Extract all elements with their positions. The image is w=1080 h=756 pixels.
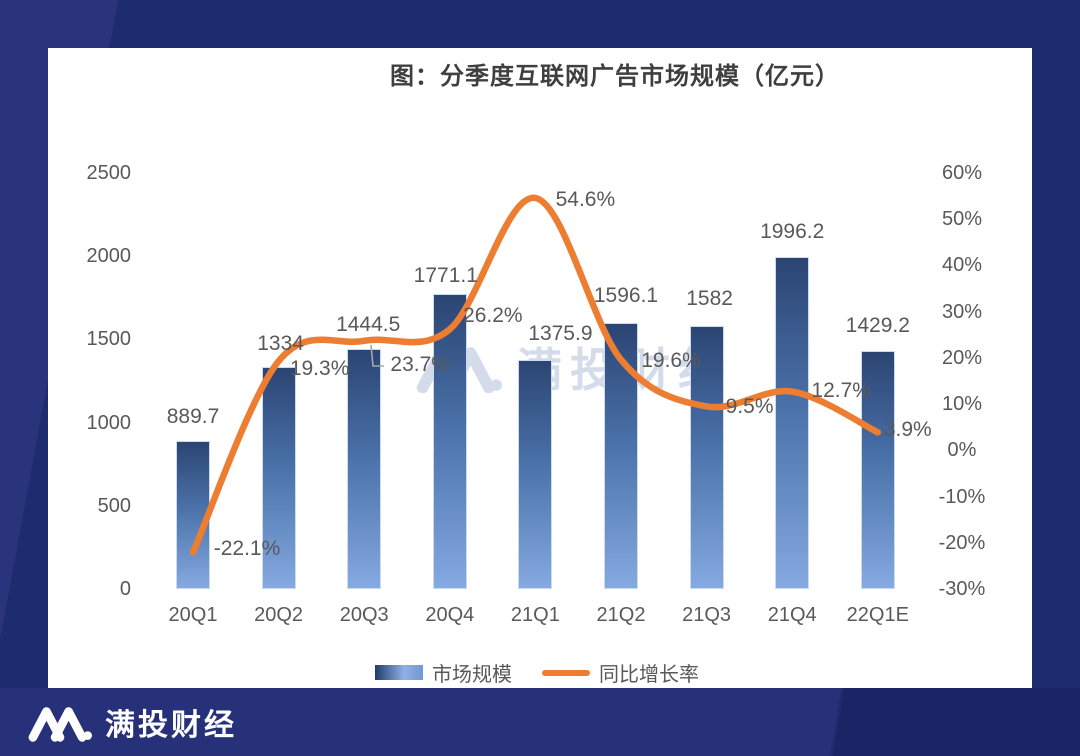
brand-logo-icon	[28, 707, 92, 742]
legend-item-market-size: 市场规模	[375, 658, 512, 687]
chart-legend: 市场规模 同比增长率	[375, 658, 699, 687]
chart-panel: 图：分季度互联网广告市场规模（亿元） 2500 2000 1500 1000 500 0 …	[48, 48, 1032, 688]
x-axis-label: 20Q2	[254, 604, 304, 626]
x-axis-label: 21Q1	[510, 604, 560, 626]
growth-rate-label: 9.5%	[725, 395, 774, 419]
legend-bar-swatch	[375, 665, 423, 680]
x-axis-label: 21Q2	[596, 604, 646, 626]
bar	[775, 256, 810, 589]
x-axis-label: 20Q1	[168, 604, 218, 626]
bar	[518, 360, 553, 589]
bar-value-label: 1444.5	[336, 312, 401, 336]
growth-rate-label: 3.9%	[883, 418, 932, 442]
y-axis-left-tick: 500	[97, 494, 131, 517]
bar-value-label: 1429.2	[845, 314, 910, 338]
y-axis-right-tick: 40%	[941, 254, 983, 277]
y-axis-left-tick: 2000	[86, 245, 132, 268]
growth-rate-label: 19.3%	[289, 357, 350, 381]
x-axis-label: 21Q4	[767, 604, 817, 626]
legend-label-market-size: 市场规模	[432, 664, 512, 686]
bar-value-label: 1771.1	[413, 264, 478, 288]
y-axis-left-tick: 2500	[86, 162, 132, 184]
y-axis-left-tick: 1000	[86, 411, 132, 434]
x-axis-label: 22Q1E	[846, 604, 909, 626]
y-axis-right-tick: 50%	[941, 208, 983, 231]
growth-rate-label: 26.2%	[463, 304, 523, 328]
growth-rate-label: 12.7%	[811, 378, 871, 402]
bar-value-label: 1334	[257, 332, 304, 356]
bar-value-label: 1996.2	[760, 219, 825, 243]
y-axis-right-tick: -30%	[938, 578, 986, 600]
bar-value-label: 1596.1	[593, 284, 659, 308]
x-axis-label: 21Q3	[682, 604, 732, 626]
bar-value-label: 1582	[686, 286, 733, 310]
y-axis-right-tick: 0%	[947, 439, 977, 462]
growth-rate-label: 19.6%	[641, 348, 701, 372]
y-axis-right-tick: 30%	[941, 300, 983, 323]
growth-rate-label: 23.7%	[390, 352, 450, 376]
y-axis-right-tick: 10%	[941, 393, 983, 416]
bar-value-label: 1375.9	[528, 322, 593, 346]
x-axis-label: 20Q4	[425, 604, 475, 626]
growth-rate-label: -22.1%	[213, 537, 281, 561]
y-axis-left-tick: 0	[119, 578, 131, 600]
footer-brand-name: 满投财经	[105, 709, 237, 742]
growth-rate-label: 54.6%	[555, 187, 616, 211]
bar	[347, 348, 382, 589]
bar	[432, 294, 467, 589]
footer-brand-bar: 满投财经	[0, 688, 1080, 756]
y-axis-right-tick: -10%	[938, 485, 986, 508]
y-axis-left-tick: 1500	[86, 328, 132, 351]
bar-value-label: 889.7	[166, 404, 220, 428]
bar	[176, 440, 210, 589]
legend-item-growth-rate: 同比增长率	[542, 658, 699, 687]
chart-title: 图：分季度互联网广告市场规模（亿元）	[390, 63, 840, 90]
bar	[604, 323, 638, 589]
y-axis-right-tick: 20%	[941, 346, 983, 369]
y-axis-right-tick: -20%	[938, 531, 986, 554]
legend-line-swatch	[542, 669, 590, 676]
x-axis-label: 20Q3	[339, 604, 389, 626]
legend-label-growth-rate: 同比增长率	[599, 664, 699, 686]
y-axis-right-tick: 60%	[941, 162, 983, 184]
